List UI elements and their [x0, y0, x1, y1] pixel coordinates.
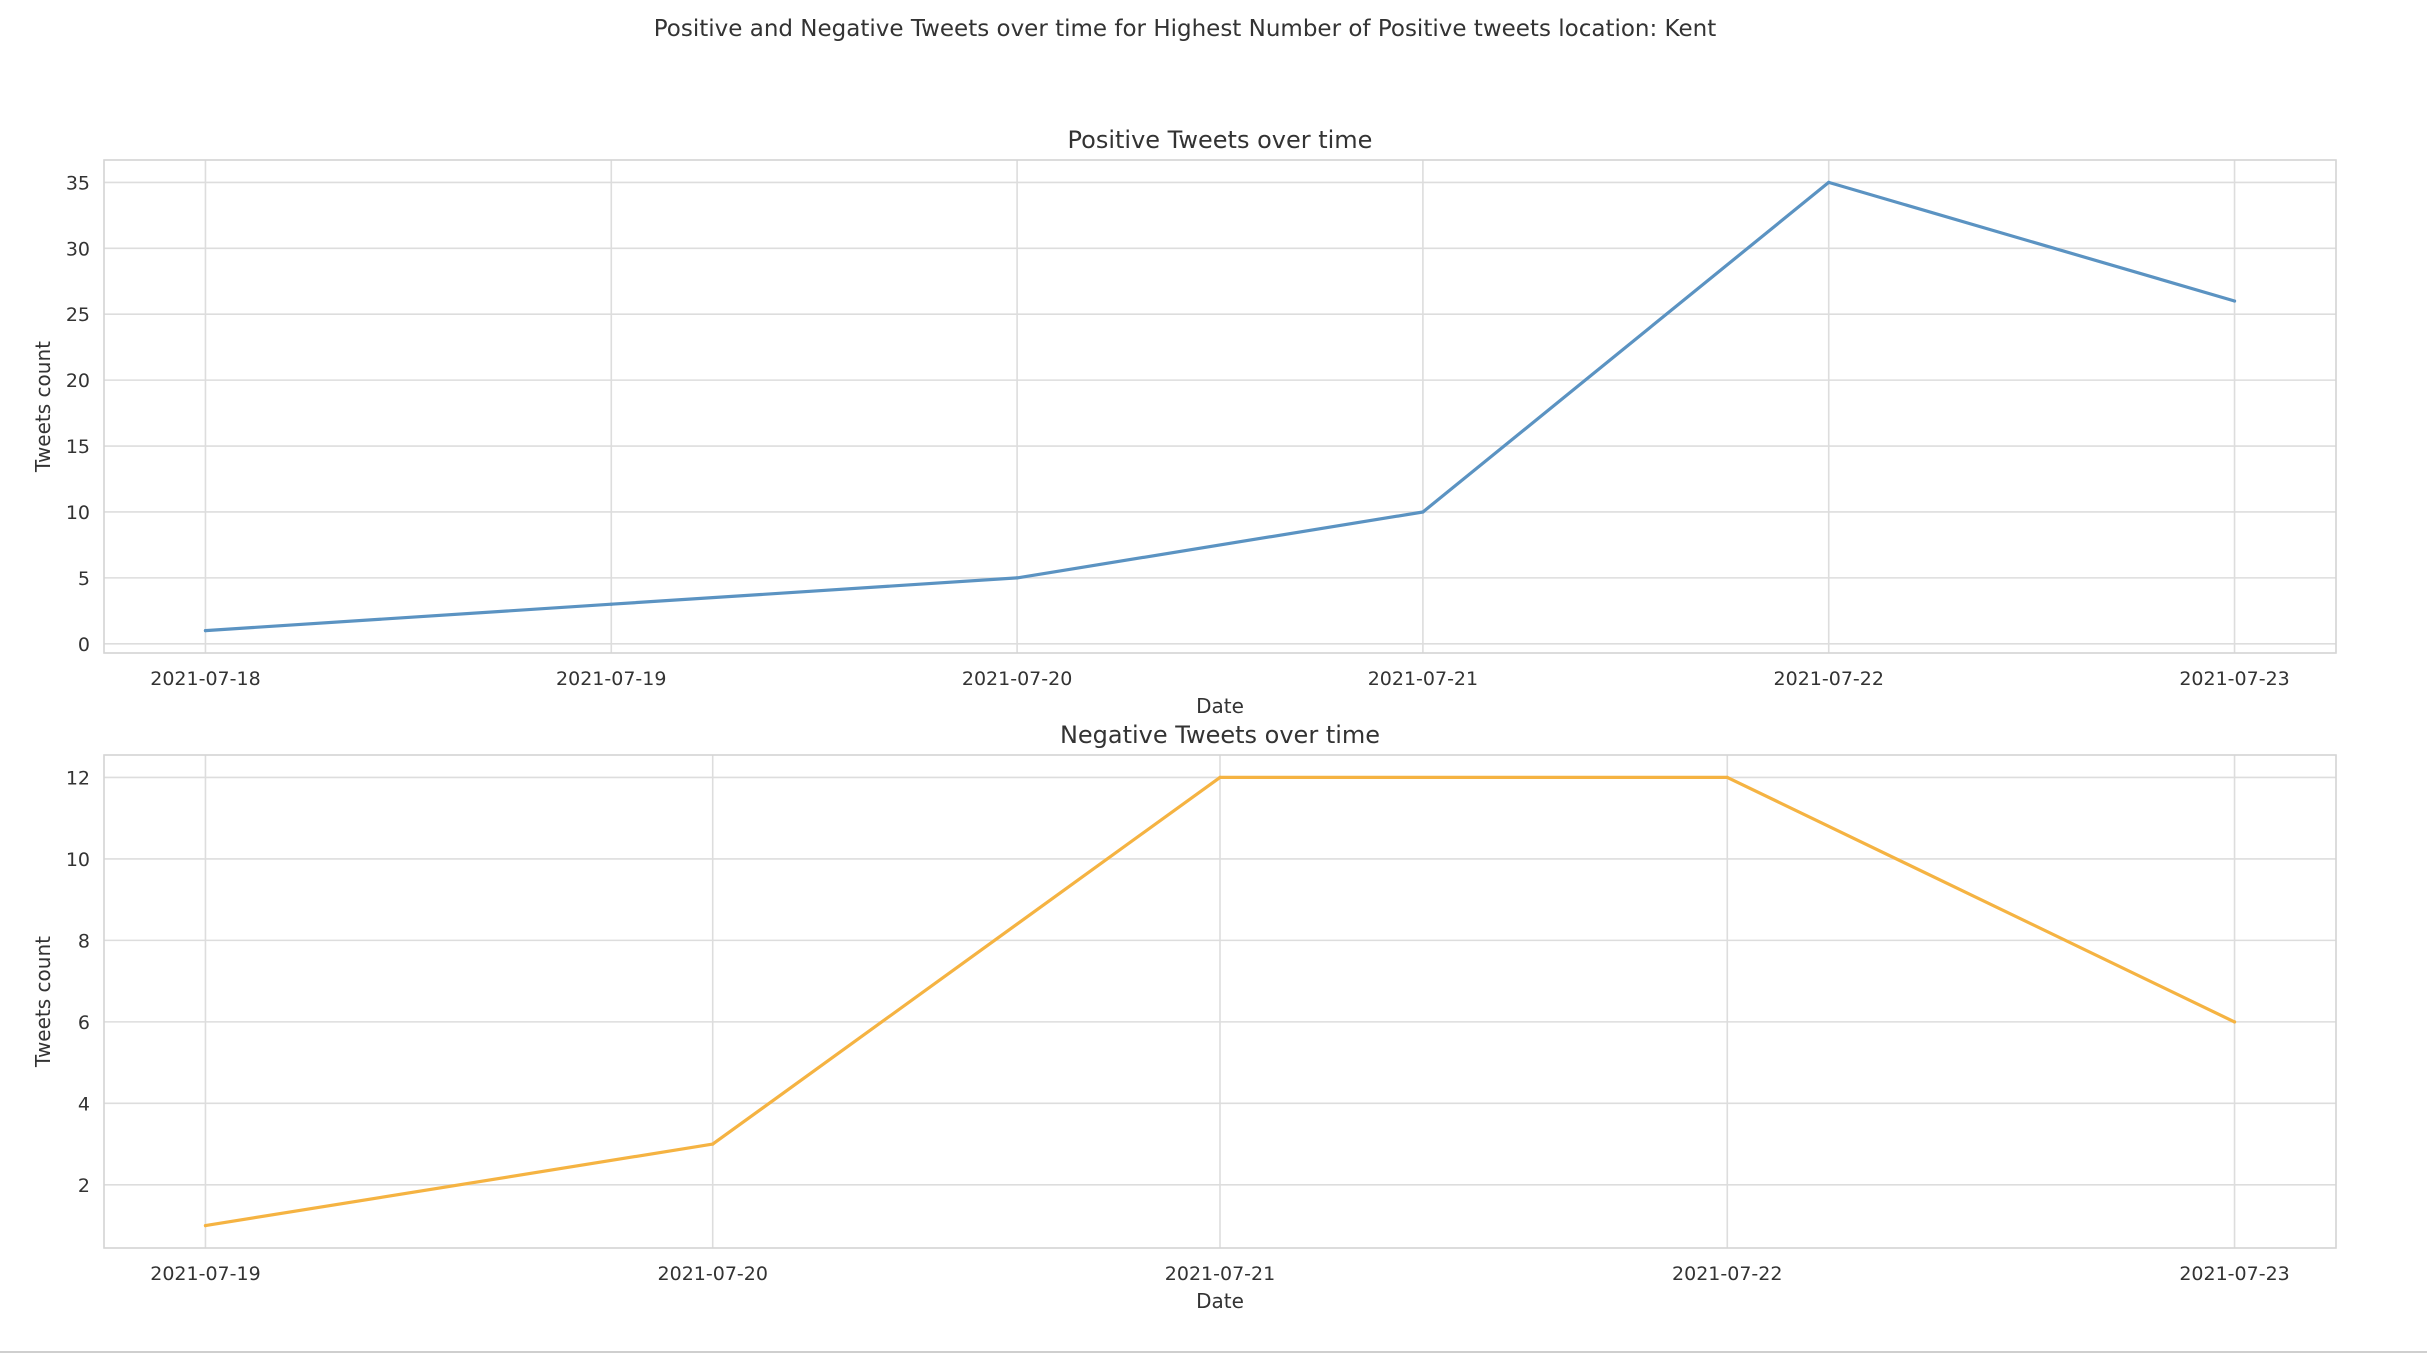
y-axis-label: Tweets count [31, 936, 55, 1068]
data-point [203, 628, 208, 633]
data-point [711, 1142, 715, 1146]
negative-tweets-panel: 2 4 6 8 10 12 2021-07-19 2021-07-20 2021-07-21 20… [31, 721, 2337, 1313]
data-point [1725, 775, 1729, 780]
x-tick-label: 2021-07-20 [962, 668, 1072, 690]
gridlines [104, 755, 2336, 1248]
plot-frame [103, 159, 2337, 654]
y-tick-label: 4 [78, 1093, 90, 1115]
y-tick-label: 15 [66, 436, 90, 458]
positive-tweets-panel: 0 5 10 15 20 25 30 35 2021-07-18 2021-07-19 2021-0… [31, 126, 2337, 718]
data-point [1015, 576, 1019, 580]
y-tick-label: 20 [66, 370, 90, 392]
y-tick-label: 0 [78, 634, 90, 656]
x-tick-label: 2021-07-21 [1368, 668, 1478, 690]
plot-frame [103, 754, 2337, 1249]
x-axis-label: Date [1196, 694, 1244, 718]
y-tick-label: 5 [78, 568, 90, 590]
x-axis-label: Date [1196, 1289, 1244, 1313]
x-tick-label: 2021-07-19 [150, 1263, 260, 1285]
data-point [1218, 775, 1222, 780]
y-tick-label: 35 [66, 172, 90, 194]
data-point [1827, 180, 1831, 185]
y-tick-label: 8 [78, 930, 90, 952]
y-tick-label: 25 [66, 304, 90, 326]
y-tick-label: 10 [66, 849, 90, 871]
x-tick-label: 2021-07-18 [150, 668, 260, 690]
gridlines [104, 160, 2336, 653]
x-tick-label: 2021-07-22 [1774, 668, 1884, 690]
data-point [2232, 1020, 2237, 1024]
y-tick-label: 12 [66, 767, 90, 789]
data-point [2232, 299, 2237, 303]
x-tick-label: 2021-07-22 [1672, 1263, 1782, 1285]
x-tick-label: 2021-07-23 [2179, 1263, 2289, 1285]
y-tick-label: 2 [78, 1175, 90, 1197]
x-tick-label: 2021-07-23 [2179, 668, 2289, 690]
figure-title: Positive and Negative Tweets over time f… [654, 16, 1717, 42]
y-tick-label: 6 [78, 1012, 90, 1034]
panel-title: Negative Tweets over time [1060, 721, 1380, 749]
bottom-divider [0, 1351, 2427, 1353]
data-point [609, 602, 613, 606]
x-tick-label: 2021-07-20 [658, 1263, 768, 1285]
panel-title: Positive Tweets over time [1068, 126, 1373, 154]
x-tick-label: 2021-07-19 [556, 668, 666, 690]
y-tick-label: 30 [66, 238, 90, 260]
data-point [1421, 510, 1425, 514]
y-axis-label: Tweets count [31, 341, 55, 473]
x-tick-label: 2021-07-21 [1165, 1263, 1275, 1285]
series-line [203, 180, 2237, 633]
y-tick-label: 10 [66, 502, 90, 524]
data-point [203, 1223, 208, 1228]
